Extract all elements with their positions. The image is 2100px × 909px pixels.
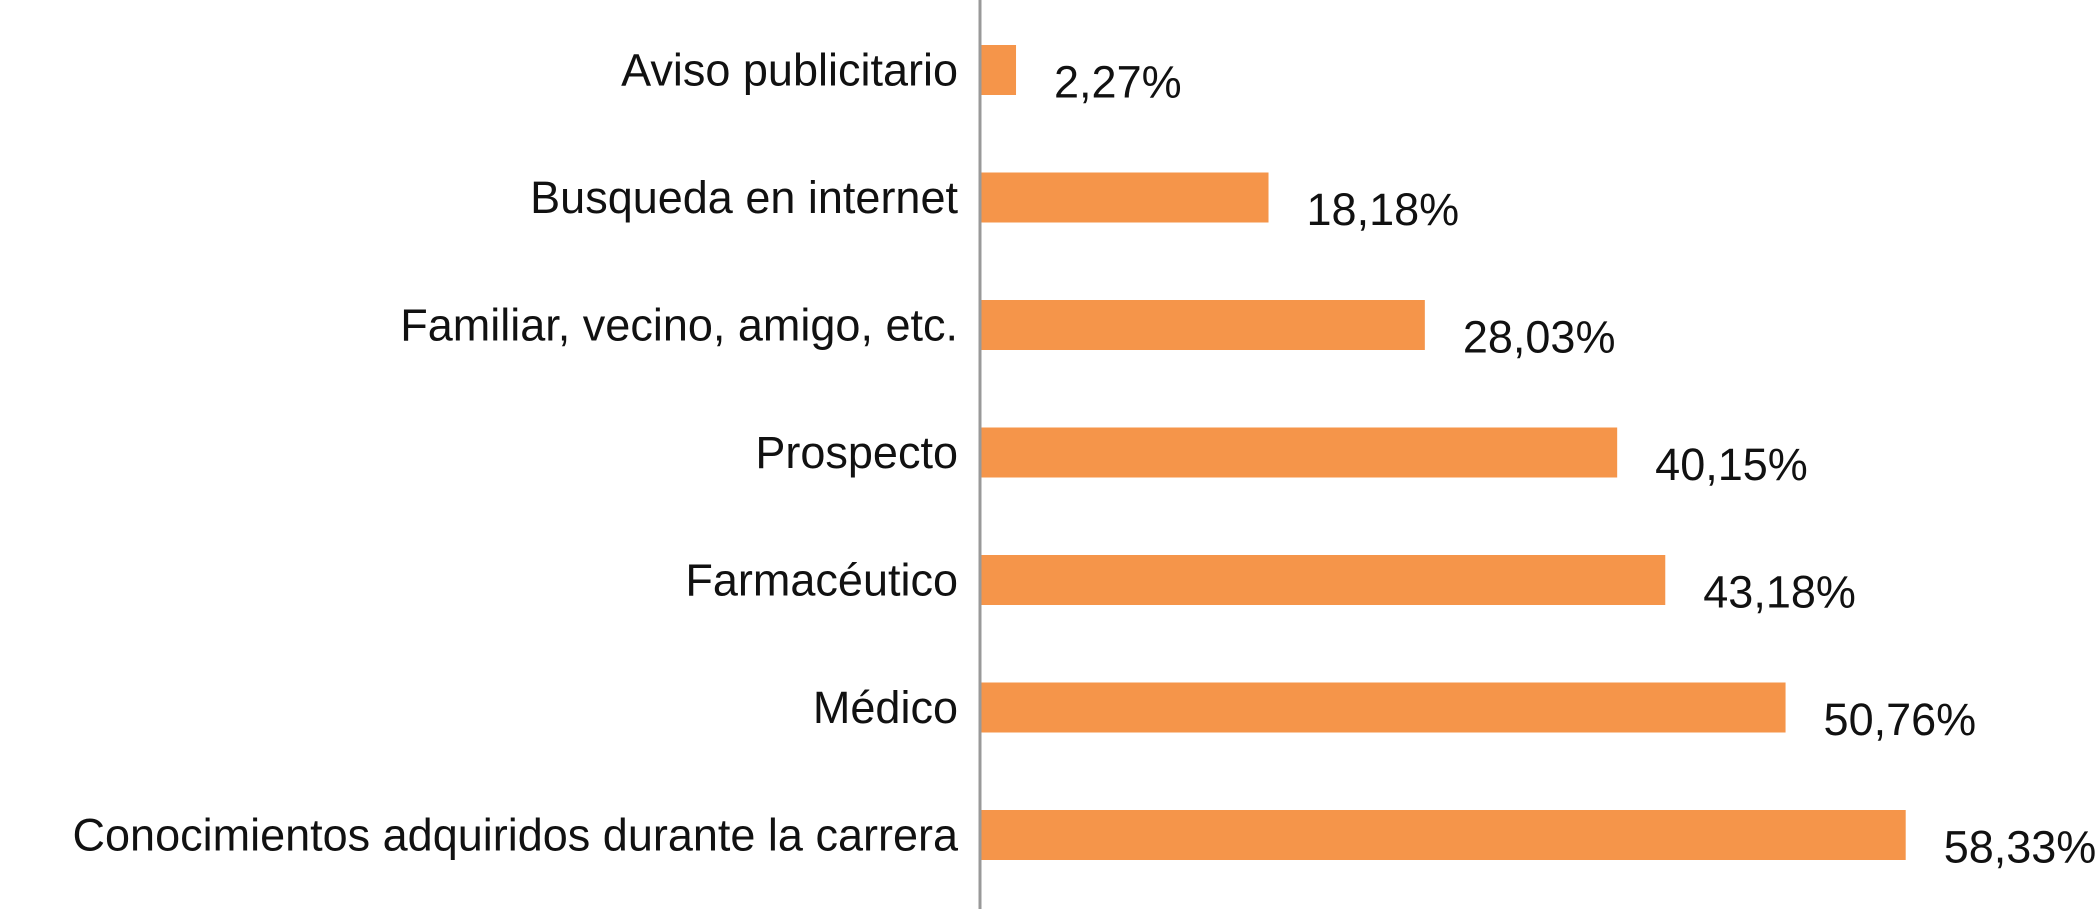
category-label-1: Busqueda en internet	[530, 172, 958, 223]
bar-2	[980, 300, 1425, 350]
bar-1	[980, 172, 1269, 223]
value-label-4: 43,18%	[1703, 567, 1856, 618]
bar-5	[980, 682, 1786, 733]
category-label-5: Médico	[813, 682, 958, 733]
value-label-3: 40,15%	[1655, 439, 1808, 490]
category-labels-group: Aviso publicitario Busqueda en internet Fa…	[73, 45, 959, 861]
bar-4	[980, 555, 1666, 605]
category-label-0: Aviso publicitario	[621, 45, 958, 96]
category-label-6: Conocimientos adquiridos durante la carr…	[73, 810, 959, 861]
value-label-6: 58,33%	[1944, 822, 2097, 873]
bars-group	[980, 45, 1906, 860]
value-label-1: 18,18%	[1307, 184, 1460, 235]
category-label-4: Farmacéutico	[685, 555, 958, 606]
category-label-2: Familiar, vecino, amigo, etc.	[400, 300, 958, 351]
category-label-3: Prospecto	[755, 427, 958, 478]
bar-6	[980, 810, 1906, 860]
bar-3	[980, 427, 1618, 478]
value-labels-group: 2,27% 18,18% 28,03% 40,15% 43,18% 50,76% 58,33…	[1054, 57, 2096, 873]
value-label-5: 50,76%	[1824, 694, 1977, 745]
bar-0	[980, 45, 1017, 95]
value-label-0: 2,27%	[1054, 57, 1182, 108]
value-label-2: 28,03%	[1463, 312, 1616, 363]
